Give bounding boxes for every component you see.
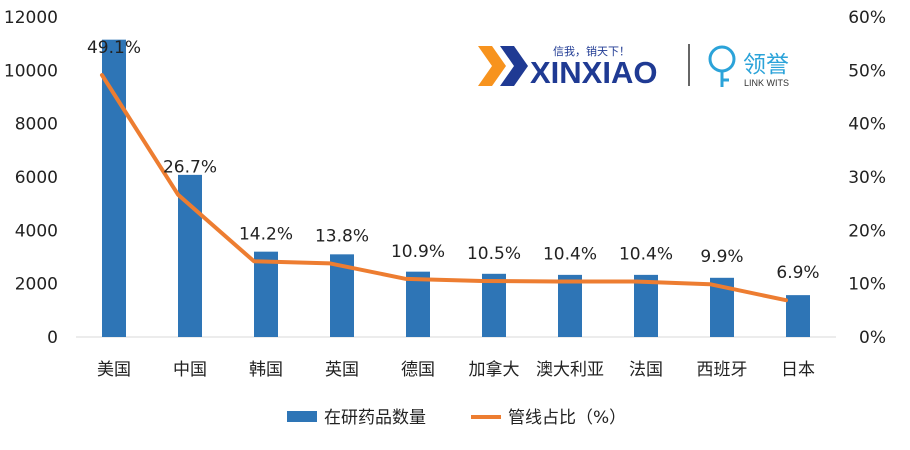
line-series: [100, 73, 788, 303]
left-axis-tick-label: 12000: [4, 8, 58, 28]
right-axis-tick-label: 60%: [848, 8, 886, 28]
right-axis-tick-label: 20%: [848, 221, 886, 241]
bar: [102, 39, 126, 338]
right-axis-tick-label: 30%: [848, 168, 886, 188]
bar-series: [102, 39, 810, 338]
category-label: 韩国: [249, 360, 283, 380]
legend-bar-swatch: [287, 411, 317, 422]
right-y-axis: 0% 10% 20% 30% 40% 50% 60%: [848, 8, 886, 348]
xinxiao-logo-mark-orange: [478, 46, 506, 86]
xinxiao-logo-mark-blue: [500, 46, 528, 86]
xinxiao-logo-name: XINXIAO: [530, 55, 657, 90]
line-data-label: 13.8%: [315, 226, 369, 246]
category-label: 德国: [401, 360, 435, 380]
xinxiao-logo-slogan: 信我，销天下！: [553, 44, 630, 58]
right-axis-tick-label: 0%: [859, 328, 886, 348]
category-label: 中国: [173, 360, 207, 380]
legend-line-label: 管线占比（%）: [508, 408, 626, 428]
category-label: 加拿大: [469, 359, 520, 380]
line-data-label: 6.9%: [776, 263, 819, 283]
line-data-label: 10.4%: [543, 245, 597, 265]
line-data-label: 26.7%: [163, 158, 217, 178]
left-axis-tick-label: 4000: [15, 221, 58, 241]
category-label: 美国: [97, 360, 131, 380]
xinxiao-logo: XINXIAO 信我，销天下！: [478, 44, 657, 90]
category-label: 澳大利亚: [536, 360, 604, 380]
line-data-label: 10.5%: [467, 244, 521, 264]
left-axis-tick-label: 6000: [15, 168, 58, 188]
line-data-label: 49.1%: [87, 38, 141, 58]
x-axis-categories: 美国 中国 韩国 英国 德国 加拿大 澳大利亚 法国 西班牙 日本: [97, 359, 815, 380]
linkwits-logo: 领誉 LINK WITS: [708, 45, 789, 88]
right-axis-tick-label: 50%: [848, 61, 886, 81]
line-data-label: 9.9%: [700, 247, 743, 267]
left-axis-tick-label: 2000: [15, 275, 58, 295]
category-label: 法国: [629, 360, 663, 380]
line-data-label: 10.9%: [391, 242, 445, 262]
left-axis-tick-label: 8000: [15, 115, 58, 135]
bar: [482, 273, 506, 337]
category-label: 日本: [781, 360, 815, 380]
linkwits-logo-name: 领誉: [743, 51, 789, 77]
bar: [254, 251, 278, 337]
line-data-label: 14.2%: [239, 224, 293, 244]
bar: [178, 174, 202, 337]
left-y-axis: 0 2000 4000 6000 8000 10000 12000: [4, 8, 58, 348]
line-data-labels: 49.1% 26.7% 14.2% 13.8% 10.9% 10.5% 10.4% 10.4%…: [87, 38, 820, 283]
category-label: 英国: [325, 360, 359, 380]
line-data-label: 10.4%: [619, 245, 673, 265]
left-axis-tick-label: 0: [47, 328, 58, 348]
left-axis-tick-label: 10000: [4, 61, 58, 81]
legend-bar-label: 在研药品数量: [324, 408, 426, 428]
bar: [634, 274, 658, 337]
right-axis-tick-label: 10%: [848, 275, 886, 295]
legend: 在研药品数量 管线占比（%）: [287, 408, 626, 428]
linkwits-key-icon: [708, 45, 736, 87]
right-axis-tick-label: 40%: [848, 115, 886, 135]
category-label: 西班牙: [697, 360, 748, 380]
bar: [558, 274, 582, 337]
bar: [786, 295, 810, 337]
linkwits-logo-subtitle: LINK WITS: [744, 78, 789, 88]
bar: [406, 271, 430, 337]
